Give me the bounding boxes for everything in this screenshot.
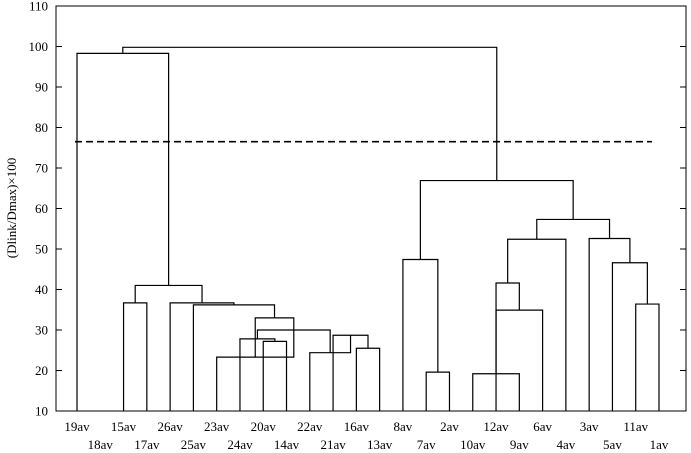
y-axis-title: (Dlink/Dmax)×100 — [4, 158, 19, 258]
leaf-label-7av: 7av — [417, 437, 436, 452]
dendrogram-link-A — [355, 347, 381, 411]
y-tick-label-10: 10 — [35, 404, 48, 419]
y-tick-label-80: 80 — [35, 120, 48, 135]
leaf-label-25av: 25av — [181, 437, 207, 452]
leaf-label-2av: 2av — [440, 419, 459, 434]
leaf-label-4av: 4av — [556, 437, 575, 452]
dendrogram-link-O — [402, 258, 439, 411]
dendrogram-link-D — [239, 338, 276, 411]
dendrogram-link-U — [611, 262, 648, 411]
dendrogram-link-N — [425, 371, 451, 411]
leaf-label-13av: 13av — [367, 437, 393, 452]
leaf-label-19av: 19av — [64, 419, 90, 434]
y-tick-label-100: 100 — [29, 39, 49, 54]
y-tick-label-40: 40 — [35, 282, 48, 297]
y-tick-label-50: 50 — [35, 242, 48, 257]
dendrogram-link-W — [536, 218, 611, 240]
y-tick-label-70: 70 — [35, 161, 48, 176]
dendrogram-link-Y — [122, 46, 498, 181]
dendrogram-links — [76, 46, 660, 411]
leaf-label-22av: 22av — [297, 419, 323, 434]
leaf-label-14av: 14av — [274, 437, 300, 452]
leaf-label-15av: 15av — [111, 419, 137, 434]
leaf-label-9av: 9av — [510, 437, 529, 452]
dendrogram-link-S — [507, 238, 567, 411]
dendrogram-link-R — [495, 282, 520, 411]
dendrogram-link-K — [122, 302, 148, 411]
leaf-label-23av: 23av — [204, 419, 230, 434]
leaf-label-21av: 21av — [320, 437, 346, 452]
dendrogram-link-T — [635, 303, 660, 411]
y-tick-label-90: 90 — [35, 80, 48, 95]
leaf-label-20av: 20av — [251, 419, 277, 434]
dendrogram-link-V — [588, 237, 631, 411]
y-tick-label-20: 20 — [35, 363, 48, 378]
leaf-label-12av: 12av — [483, 419, 509, 434]
y-tick-label-110: 110 — [29, 0, 48, 14]
leaf-label-11av: 11av — [623, 419, 648, 434]
leaf-labels: 19av 18av 15av 17av 26av 25av 23av 24av 20av 14av… — [64, 419, 669, 452]
dendrogram-link-C — [262, 340, 288, 411]
leaf-label-3av: 3av — [580, 419, 599, 434]
leaf-label-24av: 24av — [227, 437, 253, 452]
leaf-label-16av: 16av — [344, 419, 370, 434]
leaf-label-26av: 26av — [157, 419, 183, 434]
leaf-label-18av: 18av — [88, 437, 114, 452]
leaf-label-17av: 17av — [134, 437, 160, 452]
y-axis-ticks: 10 20 30 40 50 60 70 80 90 100 110 — [29, 0, 686, 419]
dendrogram-link-M — [76, 52, 170, 411]
plot-frame — [55, 5, 687, 412]
dendrogram-link-I — [192, 304, 276, 411]
dendrogram-link-H — [254, 317, 295, 358]
leaf-label-5av: 5av — [603, 437, 622, 452]
dendrogram-link-X — [419, 179, 574, 260]
leaf-label-1av: 1av — [650, 437, 669, 452]
leaf-label-8av: 8av — [394, 419, 413, 434]
leaf-label-10av: 10av — [460, 437, 486, 452]
y-tick-label-60: 60 — [35, 201, 48, 216]
y-tick-label-30: 30 — [35, 323, 48, 338]
leaf-label-6av: 6av — [533, 419, 552, 434]
dendrogram-link-L — [134, 284, 203, 303]
